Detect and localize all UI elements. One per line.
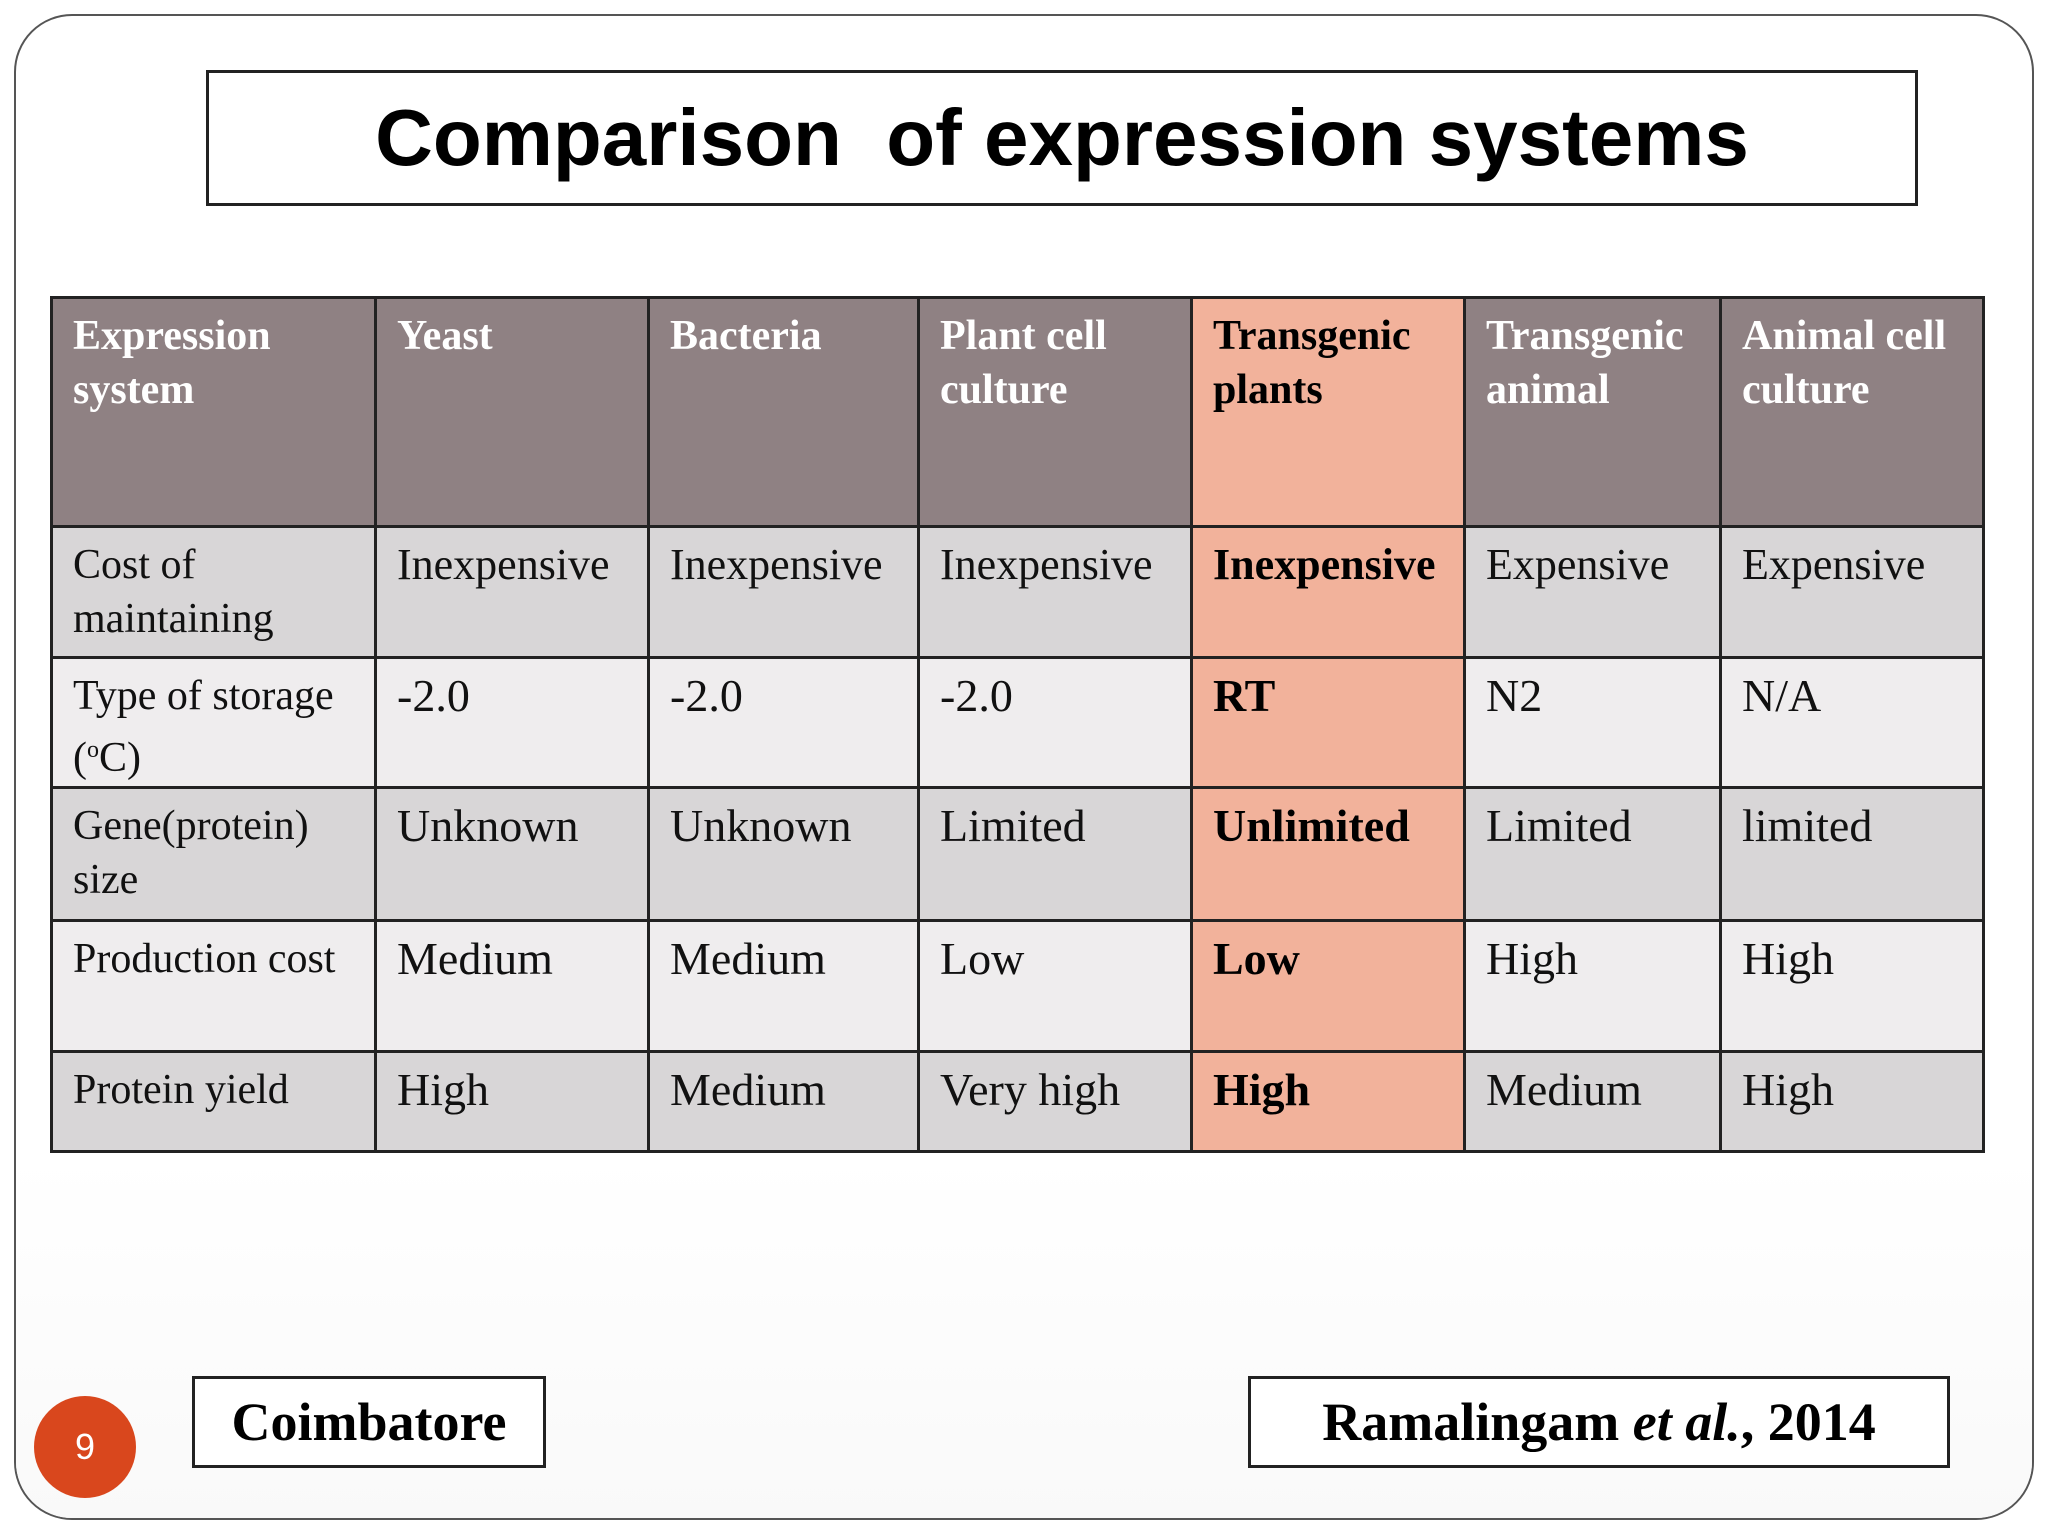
header-cell: Yeast (374, 296, 650, 528)
table-cell: Medium (374, 919, 650, 1053)
table-cell-highlighted: Unlimited (1190, 786, 1466, 922)
table-cell: -2.0 (647, 656, 920, 789)
citation-year: , 2014 (1740, 1392, 1876, 1452)
table-cell: Expensive (1463, 525, 1722, 659)
row-label: Cost of maintaining (50, 525, 377, 659)
table-cell-highlighted: High (1190, 1050, 1466, 1153)
comparison-table: Expression system Yeast Bacteria Plant c… (50, 296, 1985, 1153)
table-row: Protein yield High Medium Very high High… (50, 1050, 1985, 1153)
table-row: Type of storage (oC) -2.0 -2.0 -2.0 RT N… (50, 656, 1985, 789)
row-label: Protein yield (50, 1050, 377, 1153)
table-cell: Medium (647, 919, 920, 1053)
header-cell: Animal cell culture (1719, 296, 1985, 528)
row-label: Gene(protein) size (50, 786, 377, 922)
table-cell-highlighted: Inexpensive (1190, 525, 1466, 659)
slide-title: Comparison of expression systems (375, 93, 1749, 182)
table-cell: Unknown (647, 786, 920, 922)
table-cell: -2.0 (917, 656, 1193, 789)
row-label: Type of storage (oC) (50, 656, 377, 789)
header-cell: Bacteria (647, 296, 920, 528)
row-label-unit: C) (99, 735, 141, 781)
degree-superscript: o (87, 737, 99, 763)
table-cell: limited (1719, 786, 1985, 922)
row-label: Production cost (50, 919, 377, 1053)
citation-etal: et al. (1632, 1392, 1741, 1452)
citation-author: Ramalingam (1322, 1392, 1633, 1452)
footer-location-box: Coimbatore (192, 1376, 546, 1468)
footer-location: Coimbatore (231, 1392, 507, 1452)
row-label-text: Type of storage ( (73, 673, 334, 781)
table-cell: Medium (1463, 1050, 1722, 1153)
slide: Comparison of expression systems Express… (14, 14, 2034, 1520)
title-box: Comparison of expression systems (206, 70, 1918, 206)
table-cell: Inexpensive (374, 525, 650, 659)
page-number: 9 (74, 1426, 96, 1467)
table-cell-highlighted: RT (1190, 656, 1466, 789)
table-row: Cost of maintaining Inexpensive Inexpens… (50, 525, 1985, 659)
table-cell: N/A (1719, 656, 1985, 789)
table-cell: Expensive (1719, 525, 1985, 659)
table-cell: High (1719, 919, 1985, 1053)
table-row: Gene(protein) size Unknown Unknown Limit… (50, 786, 1985, 922)
table-cell: High (1719, 1050, 1985, 1153)
table-cell: Very high (917, 1050, 1193, 1153)
table-cell: Limited (1463, 786, 1722, 922)
table-cell: Unknown (374, 786, 650, 922)
table-header-row: Expression system Yeast Bacteria Plant c… (50, 296, 1985, 528)
table-cell: Inexpensive (917, 525, 1193, 659)
header-cell: Expression system (50, 296, 377, 528)
table-cell: Inexpensive (647, 525, 920, 659)
table-cell: High (1463, 919, 1722, 1053)
header-cell: Transgenic animal (1463, 296, 1722, 528)
table-cell: -2.0 (374, 656, 650, 789)
table-cell-highlighted: Low (1190, 919, 1466, 1053)
table-cell: High (374, 1050, 650, 1153)
page-number-badge: 9 (34, 1396, 136, 1498)
table-row: Production cost Medium Medium Low Low Hi… (50, 919, 1985, 1053)
table-cell: Medium (647, 1050, 920, 1153)
table-cell: Limited (917, 786, 1193, 922)
footer-citation-box: Ramalingam et al., 2014 (1248, 1376, 1950, 1468)
table-cell: N2 (1463, 656, 1722, 789)
header-cell-highlighted: Transgenic plants (1190, 296, 1466, 528)
header-cell: Plant cell culture (917, 296, 1193, 528)
table-cell: Low (917, 919, 1193, 1053)
